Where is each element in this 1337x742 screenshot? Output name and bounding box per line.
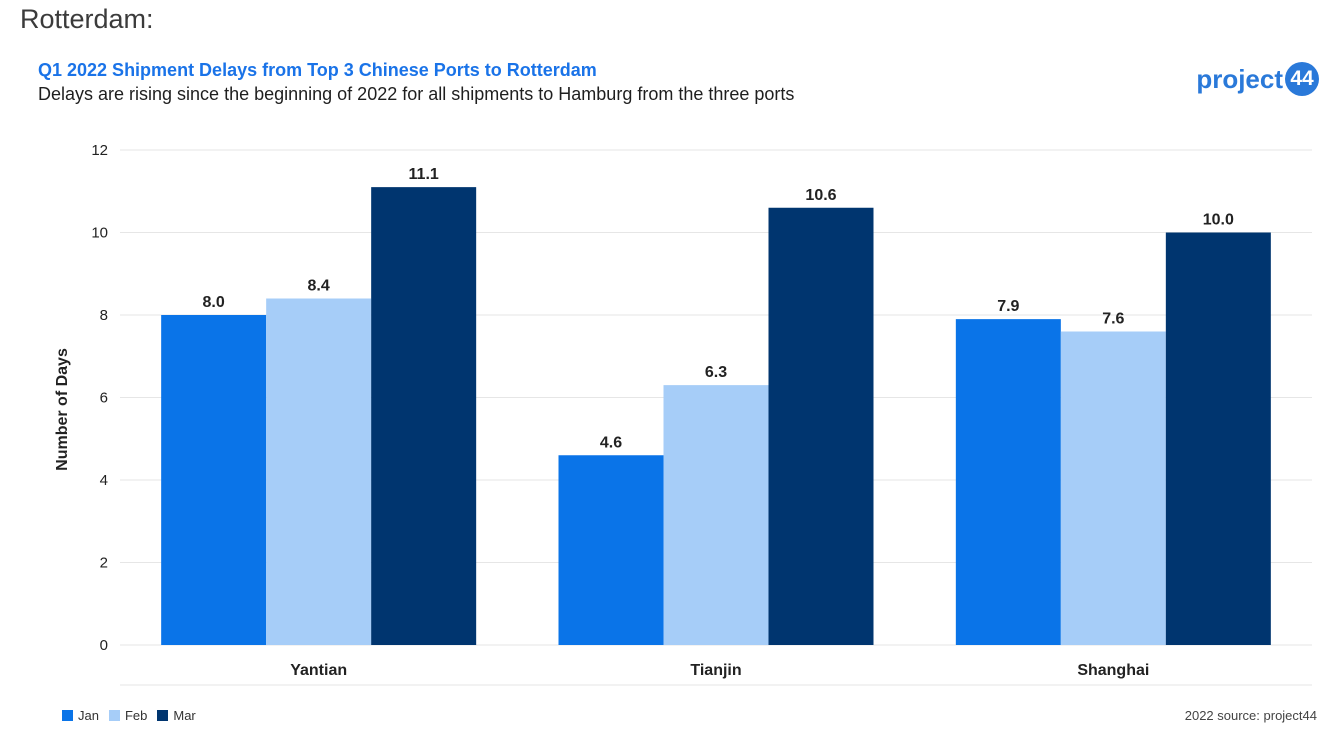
bar-value-label: 6.3 [705, 364, 727, 381]
bar [371, 187, 477, 645]
page-heading: Rotterdam: [20, 4, 154, 34]
bar-value-label: 7.6 [1102, 311, 1124, 328]
y-tick-label: 10 [91, 225, 108, 242]
legend-label: Jan [78, 708, 99, 723]
y-axis-label: Number of Days [54, 348, 71, 471]
x-category-label: Shanghai [1077, 662, 1149, 679]
y-tick-label: 4 [100, 472, 108, 489]
bar [1060, 331, 1166, 645]
bar [768, 207, 874, 645]
bar-value-label: 4.6 [600, 434, 622, 451]
logo-badge: 44 [1285, 62, 1319, 96]
bar-value-label: 10.0 [1203, 212, 1234, 229]
x-category-label: Tianjin [690, 662, 741, 679]
legend-swatch [108, 710, 120, 721]
bar [161, 315, 267, 645]
y-tick-label: 8 [100, 307, 108, 324]
bar [663, 385, 769, 645]
bar-value-label: 11.1 [409, 166, 439, 183]
chart-subtitle: Delays are rising since the beginning of… [38, 84, 795, 104]
legend-swatch [62, 710, 73, 721]
bar [955, 319, 1061, 645]
legend-item: Jan [62, 708, 99, 723]
y-tick-label: 6 [100, 390, 108, 407]
project44-logo: project 44 [1196, 62, 1319, 96]
source-note: 2022 source: project44 [1184, 708, 1317, 723]
legend-label: Feb [124, 708, 148, 723]
bar-value-label: 10.6 [805, 187, 836, 204]
legend-swatch [157, 710, 169, 721]
logo-text: project [1196, 63, 1283, 94]
legend-item: Mar [157, 708, 196, 723]
legend-label: Mar [173, 708, 196, 723]
bar [266, 298, 372, 645]
bar-value-label: 7.9 [997, 298, 1019, 315]
y-tick-label: 2 [100, 555, 108, 572]
bar [1165, 232, 1271, 645]
chart-title: Q1 2022 Shipment Delays from Top 3 Chine… [38, 60, 597, 80]
legend-item: Feb [108, 708, 148, 723]
y-tick-label: 0 [100, 637, 108, 654]
y-tick-label: 12 [91, 142, 108, 159]
bar-value-label: 8.4 [308, 278, 330, 295]
chart-legend: Jan Feb Mar [62, 708, 196, 723]
bar-value-label: 8.0 [203, 294, 225, 311]
x-category-label: Yantian [290, 662, 347, 679]
bar [558, 455, 664, 645]
